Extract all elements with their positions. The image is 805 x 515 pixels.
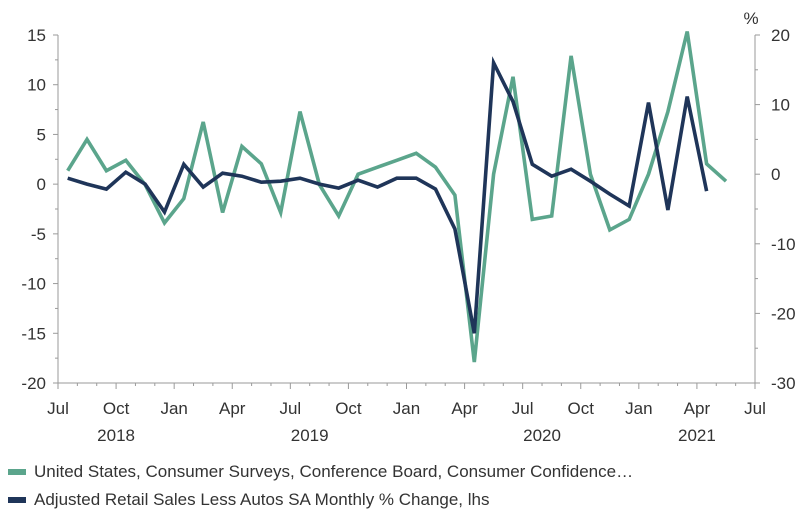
x-month-label: Jul (512, 399, 534, 418)
x-year-label: 2020 (523, 426, 561, 445)
left-tick-label: -5 (31, 225, 46, 244)
right-axis-unit: % (743, 9, 758, 28)
x-year-label: 2019 (291, 426, 329, 445)
series-line-consumer-confidence (66, 31, 728, 363)
series-line-retail-sales (67, 56, 709, 334)
left-tick-label: 0 (37, 175, 46, 194)
legend-swatch-retail-sales (8, 497, 26, 503)
x-month-label: Jan (393, 399, 420, 418)
right-tick-label: 10 (771, 96, 790, 115)
right-tick-label: -10 (771, 235, 796, 254)
left-tick-label: -20 (21, 374, 46, 393)
x-month-label: Jan (625, 399, 652, 418)
right-tick-label: 20 (771, 26, 790, 45)
x-month-label: Apr (219, 399, 246, 418)
series-layer (66, 31, 728, 363)
x-month-label: Oct (103, 399, 130, 418)
left-tick-label: 5 (37, 125, 46, 144)
legend-swatch-consumer-confidence (8, 469, 26, 475)
x-month-label: Apr (451, 399, 478, 418)
x-year-label: 2018 (97, 426, 135, 445)
left-tick-label: 10 (27, 76, 46, 95)
x-month-label: Jul (279, 399, 301, 418)
x-month-label: Jan (160, 399, 187, 418)
legend-label-retail-sales: Adjusted Retail Sales Less Autos SA Mont… (34, 490, 490, 509)
legend-item-retail-sales: Adjusted Retail Sales Less Autos SA Mont… (8, 490, 489, 510)
x-month-label: Apr (684, 399, 711, 418)
x-month-label: Oct (568, 399, 595, 418)
axes: -20 -15 -10 -5 0 5 10 15 -30 -20 -10 0 10 20% Jul Oct Ja… (21, 9, 795, 445)
left-tick-label: -10 (21, 275, 46, 294)
x-year-label: 2021 (678, 426, 716, 445)
x-month-label: Jul (47, 399, 69, 418)
legend-item-consumer-confidence: United States, Consumer Surveys, Confere… (8, 462, 633, 482)
left-tick-label: -15 (21, 324, 46, 343)
right-tick-label: 0 (771, 165, 780, 184)
right-tick-label: -20 (771, 304, 796, 323)
legend-label-consumer-confidence: United States, Consumer Surveys, Confere… (34, 462, 634, 481)
line-chart: -20 -15 -10 -5 0 5 10 15 -30 -20 -10 0 10 20% Jul Oct Ja… (21, 9, 795, 445)
right-tick-label: -30 (771, 374, 796, 393)
x-month-label: Oct (335, 399, 362, 418)
x-month-label: Jul (744, 399, 766, 418)
left-tick-label: 15 (27, 26, 46, 45)
